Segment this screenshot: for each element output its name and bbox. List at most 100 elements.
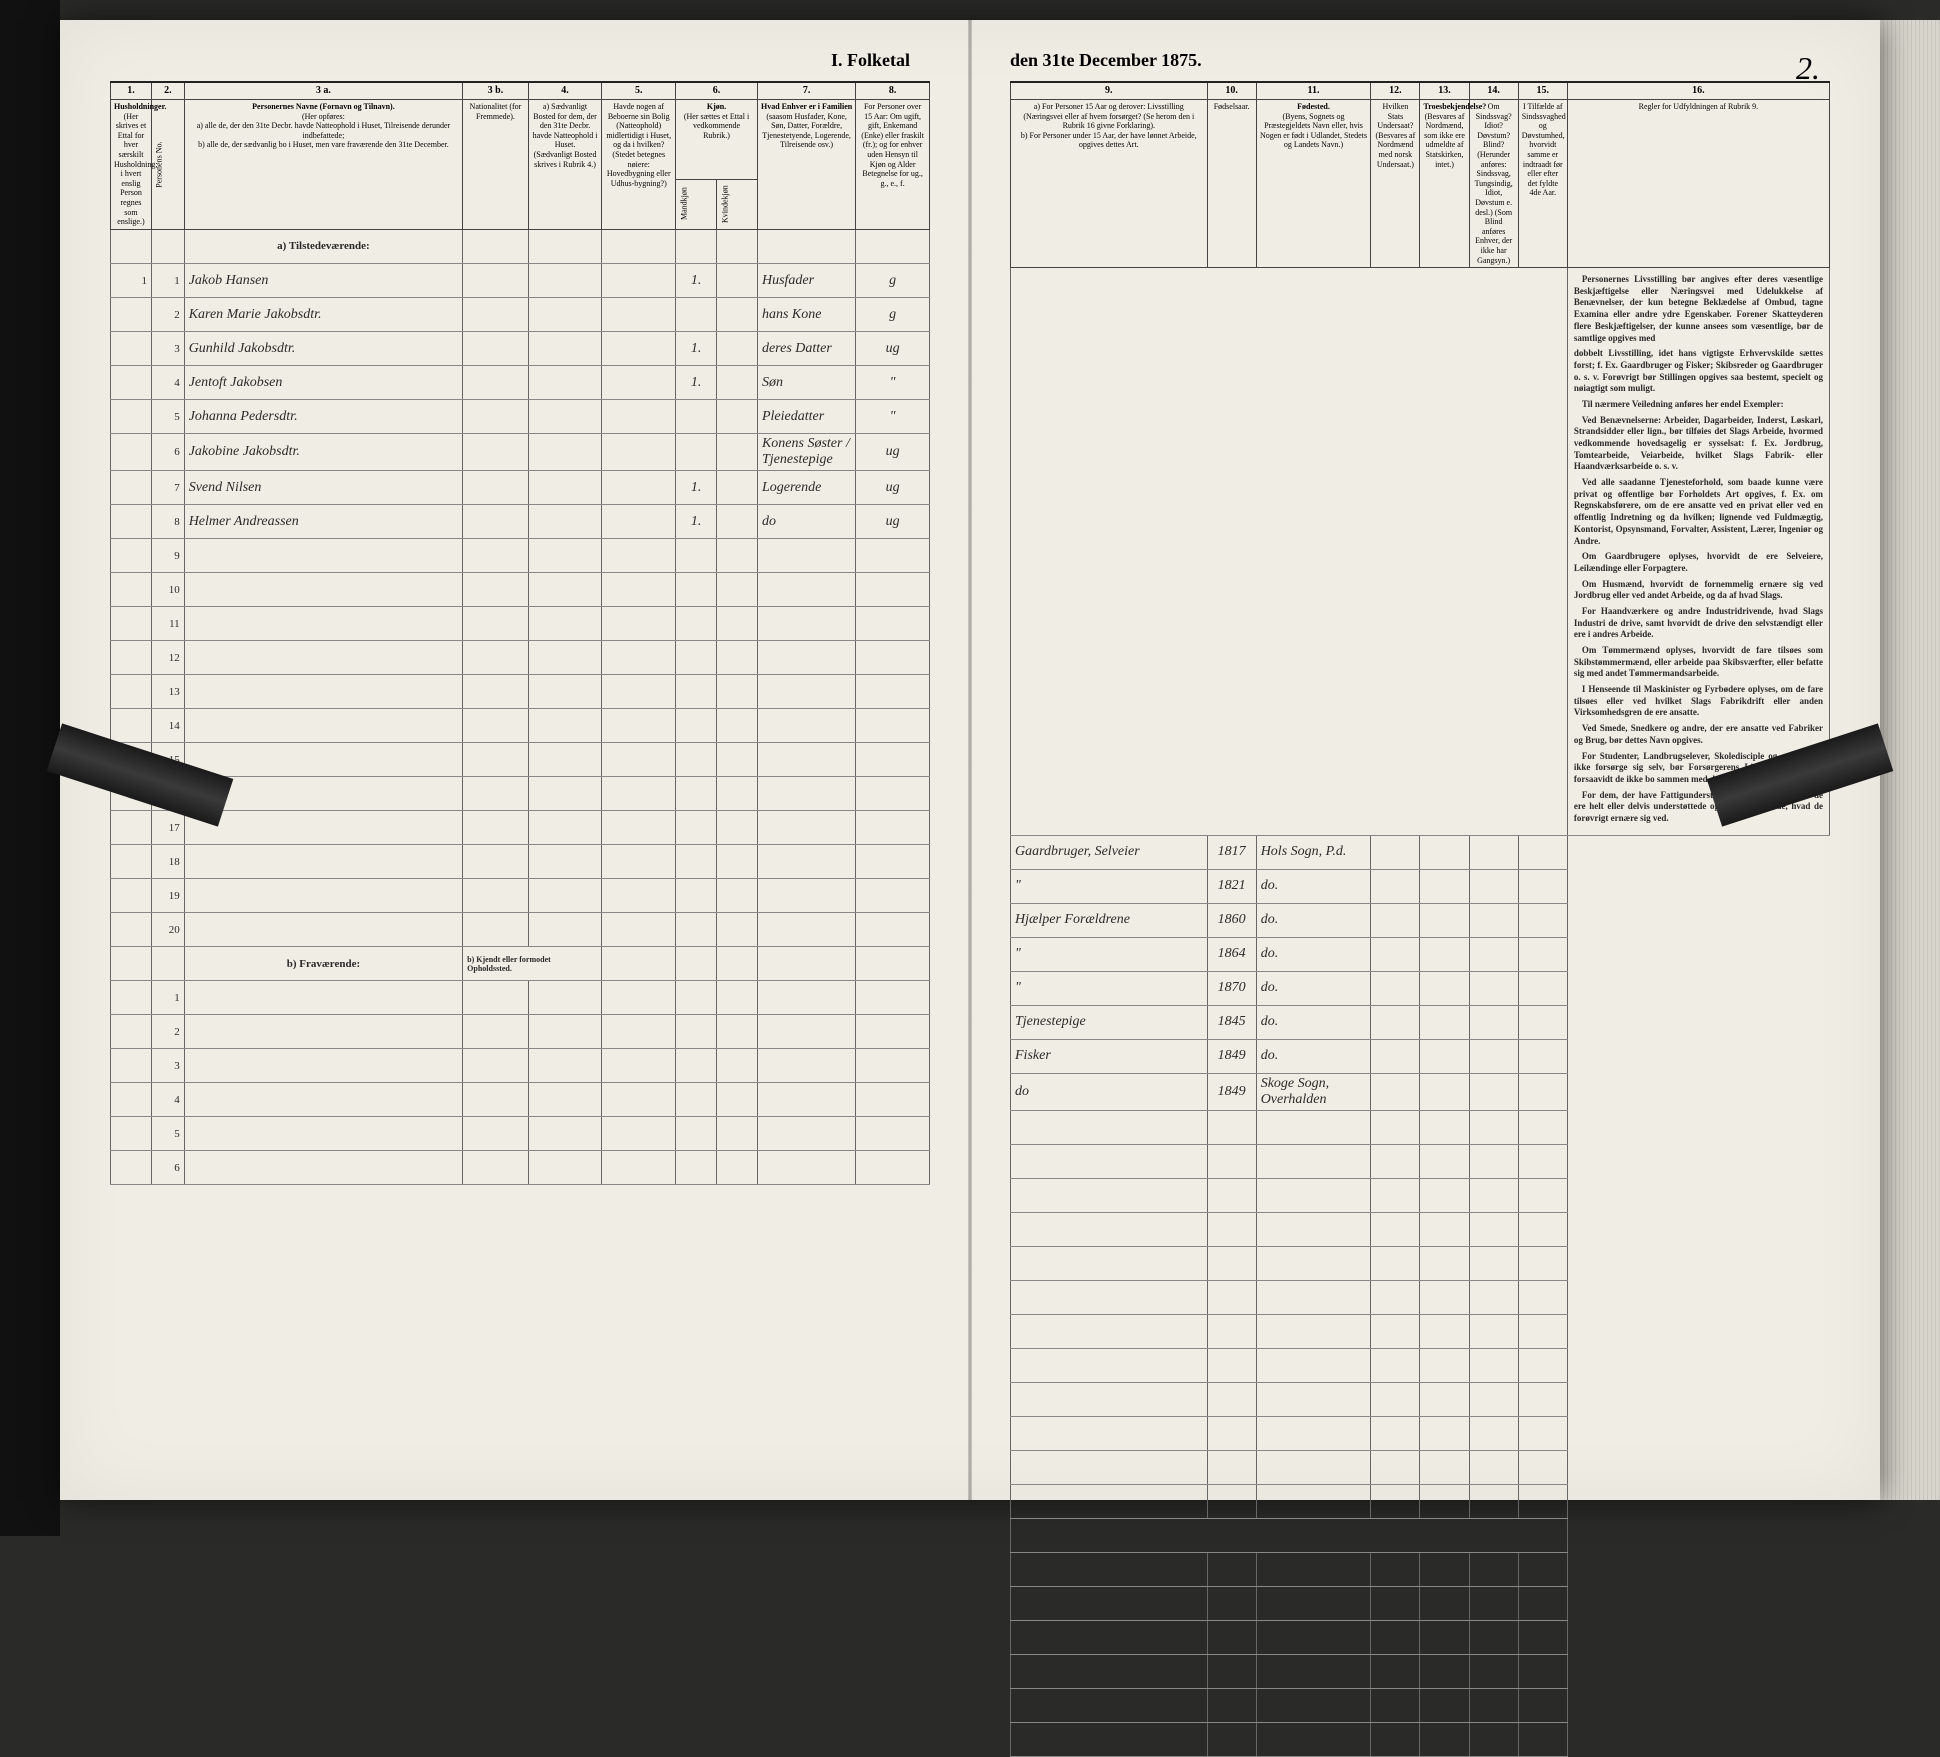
table-row-empty: 2 bbox=[111, 1015, 930, 1049]
colnum-3b: 3 b. bbox=[463, 82, 529, 100]
table-row: do1849Skoge Sogn, Overhalden bbox=[1011, 1073, 1830, 1110]
table-row-empty bbox=[1011, 1620, 1830, 1654]
table-row-empty: 11 bbox=[111, 607, 930, 641]
table-row-empty: 4 bbox=[111, 1083, 930, 1117]
table-row-empty bbox=[1011, 1110, 1830, 1144]
page-title-right: den 31te December 1875. bbox=[1010, 50, 1830, 71]
table-row-empty bbox=[1011, 1586, 1830, 1620]
instructions-block: Personernes Livsstilling bør angives eft… bbox=[1574, 274, 1823, 825]
colnum-3a: 3 a. bbox=[184, 82, 462, 100]
col5-head: Havde nogen af Beboerne sin Bolig (Natte… bbox=[602, 100, 676, 230]
table-row: Fisker1849do. bbox=[1011, 1039, 1830, 1073]
table-row-empty: 9 bbox=[111, 539, 930, 573]
table-row-empty: 3 bbox=[111, 1049, 930, 1083]
table-row-empty: 19 bbox=[111, 879, 930, 913]
table-row: 4Jentoft Jakobsen1.Søn" bbox=[111, 366, 930, 400]
right-page: 2. den 31te December 1875. 9. 10. 11. 12… bbox=[970, 20, 1880, 1500]
colnum-1: 1. bbox=[111, 82, 152, 100]
table-row-empty bbox=[1011, 1144, 1830, 1178]
table-row: Hjælper Forældrene1860do. bbox=[1011, 903, 1830, 937]
table-row-empty: 16 bbox=[111, 777, 930, 811]
col6-head: Kjøn.(Her sættes et Ettal i vedkommende … bbox=[676, 100, 758, 180]
col3a-head: Personernes Navne (Fornavn og Tilnavn). … bbox=[184, 100, 462, 230]
col1-head: Husholdninger.(Her skrives et Ettal for … bbox=[111, 100, 152, 230]
col6-k: Kvindekjøn bbox=[717, 179, 758, 229]
colnum-13: 13. bbox=[1420, 82, 1469, 100]
table-row-empty: 13 bbox=[111, 675, 930, 709]
table-row: 2Karen Marie Jakobsdtr.hans Koneg bbox=[111, 298, 930, 332]
table-row: 5Johanna Pedersdtr.Pleiedatter" bbox=[111, 400, 930, 434]
page-number: 2. bbox=[1796, 50, 1820, 87]
table-row-empty bbox=[1011, 1314, 1830, 1348]
col15-head: I Tilfælde af Sindssvaghed og Døvstumhed… bbox=[1518, 100, 1567, 268]
right-body-table: Personernes Livsstilling bør angives eft… bbox=[1010, 268, 1830, 1757]
colnum-4: 4. bbox=[528, 82, 602, 100]
table-row-empty bbox=[1011, 1552, 1830, 1586]
table-row-empty bbox=[1011, 1654, 1830, 1688]
table-row-empty: 1 bbox=[111, 981, 930, 1015]
table-row-empty: 14 bbox=[111, 709, 930, 743]
col7-head: Hvad Enhver er i Familien(saasom Husfade… bbox=[757, 100, 855, 230]
table-row: Tjenestepige1845do. bbox=[1011, 1005, 1830, 1039]
col13-head: Troesbekjendelse?(Besvares af Nordmænd, … bbox=[1420, 100, 1469, 268]
table-row-empty: 5 bbox=[111, 1117, 930, 1151]
colnum-5: 5. bbox=[602, 82, 676, 100]
col4-head: a) Sædvanligt Bosted for dem, der den 31… bbox=[528, 100, 602, 230]
colnum-11: 11. bbox=[1256, 82, 1371, 100]
table-row-empty: 17 bbox=[111, 811, 930, 845]
table-row-empty bbox=[1011, 1246, 1830, 1280]
left-page: I. Folketal 1. 2. 3 a. 3 b. 4. 5. 6. 7. … bbox=[60, 20, 970, 1500]
section-b-row: b) Fraværende: b) Kjendt eller formodet … bbox=[111, 947, 930, 981]
colnum-9: 9. bbox=[1011, 82, 1208, 100]
table-row: 11Jakob Hansen1.Husfaderg bbox=[111, 264, 930, 298]
left-body-table: a) Tilstedeværende: 11Jakob Hansen1.Husf… bbox=[110, 230, 930, 1186]
col12-head: Hvilken Stats Undersaat?(Besvares af Nor… bbox=[1371, 100, 1420, 268]
table-row-empty bbox=[1011, 1688, 1830, 1722]
col9-head: a) For Personer 15 Aar og derover: Livss… bbox=[1011, 100, 1208, 268]
book-spine bbox=[968, 20, 972, 1500]
colnum-2: 2. bbox=[151, 82, 184, 100]
table-row-empty bbox=[1011, 1212, 1830, 1246]
col16-head: Regler for Udfyldningen af Rubrik 9. bbox=[1567, 100, 1829, 268]
table-row-empty bbox=[1011, 1178, 1830, 1212]
table-row: 6Jakobine Jakobsdtr.Konens Søster / Tjen… bbox=[111, 434, 930, 471]
table-row-empty bbox=[1011, 1348, 1830, 1382]
table-row: Gaardbruger, Selveier1817Hols Sogn, P.d. bbox=[1011, 835, 1830, 869]
table-row-empty: 10 bbox=[111, 573, 930, 607]
table-row: 7Svend Nilsen1.Logerendeug bbox=[111, 471, 930, 505]
page-title-left: I. Folketal bbox=[110, 50, 930, 71]
table-row: "1821do. bbox=[1011, 869, 1830, 903]
table-row-empty: 15 bbox=[111, 743, 930, 777]
table-row: "1870do. bbox=[1011, 971, 1830, 1005]
left-header-table: 1. 2. 3 a. 3 b. 4. 5. 6. 7. 8. Husholdni… bbox=[110, 81, 930, 230]
table-row-empty: 18 bbox=[111, 845, 930, 879]
colnum-12: 12. bbox=[1371, 82, 1420, 100]
colnum-16: 16. bbox=[1567, 82, 1829, 100]
colnum-15: 15. bbox=[1518, 82, 1567, 100]
table-row-empty bbox=[1011, 1484, 1830, 1518]
colnum-14: 14. bbox=[1469, 82, 1518, 100]
col3b-head: Nationalitet (for Fremmede). bbox=[463, 100, 529, 230]
table-row-empty: 6 bbox=[111, 1151, 930, 1185]
col2-head: Personens No. bbox=[151, 100, 184, 230]
right-header-table: 9. 10. 11. 12. 13. 14. 15. 16. a) For Pe… bbox=[1010, 81, 1830, 268]
col6-m: Mandkjøn bbox=[676, 179, 717, 229]
col11-head: Fødested.(Byens, Sognets og Præstegjelde… bbox=[1256, 100, 1371, 268]
colnum-6: 6. bbox=[676, 82, 758, 100]
table-row-empty bbox=[1011, 1416, 1830, 1450]
table-row-empty bbox=[1011, 1280, 1830, 1314]
table-row-empty bbox=[1011, 1382, 1830, 1416]
table-row: 3Gunhild Jakobsdtr.1.deres Datterug bbox=[111, 332, 930, 366]
book-spread: I. Folketal 1. 2. 3 a. 3 b. 4. 5. 6. 7. … bbox=[60, 20, 1880, 1500]
table-row-empty: 20 bbox=[111, 913, 930, 947]
table-row: 8Helmer Andreassen1.doug bbox=[111, 505, 930, 539]
colnum-7: 7. bbox=[757, 82, 855, 100]
table-row-empty: 12 bbox=[111, 641, 930, 675]
table-row-empty bbox=[1011, 1722, 1830, 1756]
colnum-10: 10. bbox=[1207, 82, 1256, 100]
table-row-empty bbox=[1011, 1450, 1830, 1484]
colnum-8: 8. bbox=[856, 82, 930, 100]
table-row: "1864do. bbox=[1011, 937, 1830, 971]
col14-head: Om Sindssvag? Idiot? Døvstum? Blind?(Her… bbox=[1469, 100, 1518, 268]
col8-head: For Personer over 15 Aar: Om ugift, gift… bbox=[856, 100, 930, 230]
